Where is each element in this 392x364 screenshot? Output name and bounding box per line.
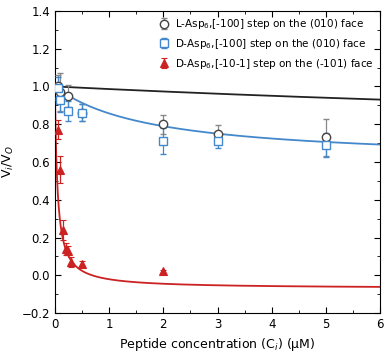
Legend: L-Asp$_6$,[-100] step on the (010) face, D-Asp$_6$,[-100] step on the (010) face: L-Asp$_6$,[-100] step on the (010) face,…	[154, 14, 377, 74]
X-axis label: Peptide concentration (C$_i$) (μM): Peptide concentration (C$_i$) (μM)	[119, 336, 316, 353]
Y-axis label: V$_i$/V$_O$: V$_i$/V$_O$	[1, 146, 16, 178]
